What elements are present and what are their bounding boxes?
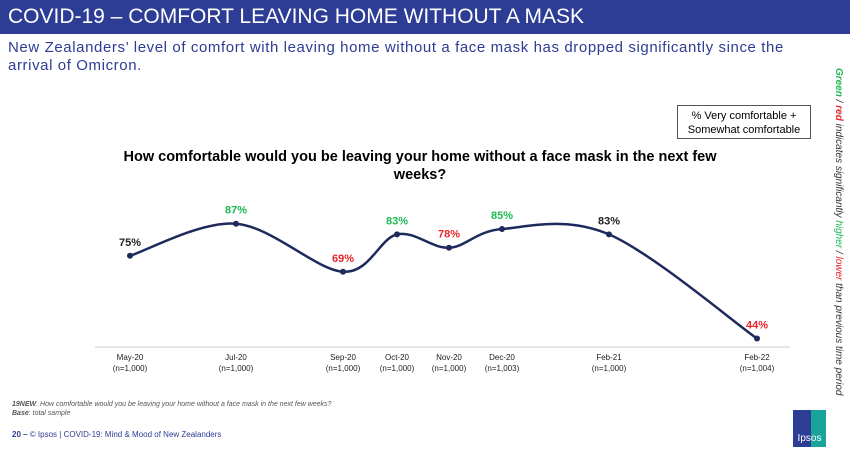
- footer: 20 – © Ipsos | COVID-19: Mind & Mood of …: [12, 430, 221, 439]
- series-line: [129, 222, 758, 340]
- data-point: [233, 220, 239, 227]
- data-point: [127, 252, 133, 259]
- data-label: 85%: [491, 210, 513, 222]
- data-label: 69%: [332, 253, 354, 265]
- ipsos-logo: Ipsos: [793, 410, 826, 447]
- footer-text: © Ipsos | COVID-19: Mind & Mood of New Z…: [29, 430, 222, 439]
- x-tick-label: Oct-20: [385, 353, 410, 362]
- x-tick-base: (n=1,003): [485, 364, 520, 373]
- x-tick-label: Dec-20: [489, 353, 515, 362]
- note-red: red: [833, 105, 844, 121]
- page-number: 20: [12, 430, 21, 439]
- legend-line-2: Somewhat comfortable: [687, 124, 801, 136]
- data-point: [394, 231, 400, 238]
- note-sep: /: [833, 248, 844, 257]
- x-tick-base: (n=1,004): [740, 364, 775, 373]
- line-chart: 75% May-20 (n=1,000) 87% Jul-20 (n=1,000) 69% S…: [95, 205, 790, 373]
- x-tick-label: Nov-20: [436, 353, 462, 362]
- note-lower: lower: [833, 256, 844, 281]
- base-label: Base: [12, 410, 29, 417]
- note-higher: higher: [833, 220, 844, 249]
- x-tick-base: (n=1,000): [219, 364, 254, 373]
- footnote-question: . How comfortable would you be leaving y…: [36, 401, 332, 408]
- data-label: 83%: [598, 215, 620, 227]
- data-label: 78%: [438, 229, 460, 241]
- data-point: [754, 335, 760, 342]
- slide-subtitle: New Zealanders’ level of comfort with le…: [8, 39, 784, 74]
- slide-title: COVID-19 – COMFORT LEAVING HOME WITHOUT …: [0, 0, 850, 34]
- data-point: [446, 244, 452, 251]
- x-tick-label: May-20: [117, 353, 144, 362]
- x-tick-base: (n=1,000): [326, 364, 361, 373]
- x-tick-base: (n=1,000): [592, 364, 627, 373]
- data-point: [340, 268, 346, 275]
- chart-title: How comfortable would you be leaving you…: [123, 149, 717, 183]
- legend-line-1: % Very comfortable +: [691, 110, 797, 122]
- x-tick-label: Feb-22: [744, 353, 770, 362]
- x-tick-base: (n=1,000): [432, 364, 467, 373]
- x-tick-label: Feb-21: [596, 353, 622, 362]
- note-green: Green: [833, 68, 844, 97]
- data-point: [499, 226, 505, 233]
- x-tick-label: Sep-20: [330, 353, 356, 362]
- footnote-code: 19NEW: [12, 401, 37, 408]
- x-tick-base: (n=1,000): [380, 364, 415, 373]
- footnote: 19NEW. How comfortable would you be leav…: [12, 400, 331, 418]
- x-tick-label: Jul-20: [225, 353, 247, 362]
- note-sep: /: [833, 96, 844, 106]
- significance-note: Green / red indicates significantly high…: [832, 68, 844, 395]
- note-end: than previous time period: [833, 280, 844, 396]
- data-label: 44%: [746, 320, 768, 332]
- footer-sep: –: [20, 430, 30, 439]
- data-label: 83%: [386, 215, 408, 227]
- data-label: 87%: [225, 205, 247, 217]
- base-text: : total sample: [28, 410, 71, 417]
- data-label: 75%: [119, 237, 141, 249]
- legend-box: % Very comfortable + Somewhat comfortable: [677, 105, 811, 139]
- data-point: [606, 231, 612, 238]
- note-mid: indicates significantly: [833, 120, 844, 221]
- x-tick-base: (n=1,000): [113, 364, 148, 373]
